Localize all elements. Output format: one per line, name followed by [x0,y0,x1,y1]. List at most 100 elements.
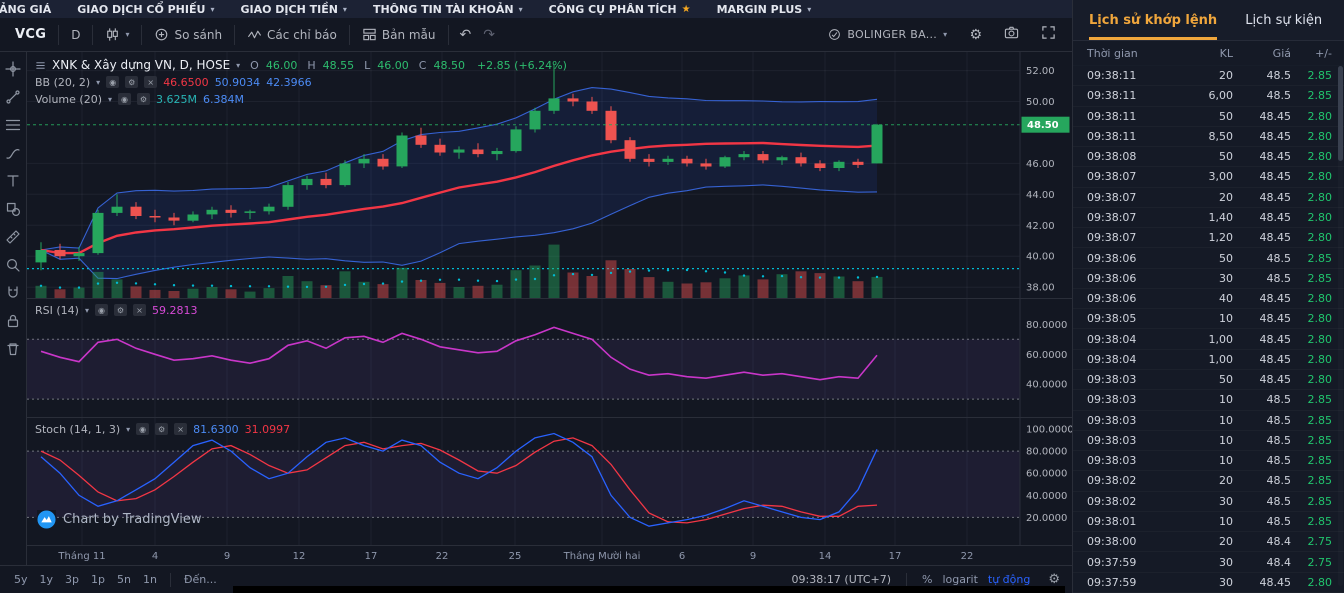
trade-price: 48.5 [1266,433,1292,447]
trade-change: 2.80 [1307,150,1333,164]
eye-icon[interactable]: ◉ [106,76,120,88]
chevron-down-icon[interactable]: ▾ [236,60,241,70]
eye-icon[interactable]: ◉ [94,304,108,316]
tool-magnet-icon[interactable] [2,282,24,304]
nav-item-label: ẢNG GIÁ [0,2,52,16]
time-axis[interactable]: Tháng 11 4 9 12 17 22 25 Tháng Mười hai 6 9 14 17 22 [27,545,1072,565]
tool-text-icon[interactable] [2,170,24,192]
rsi-label[interactable]: RSI (14) [35,303,79,317]
settings-icon[interactable]: ⚙ [137,93,151,105]
nav-item-4[interactable]: CÔNG CỤ PHÂN TÍCH ★ [536,0,704,18]
tool-lock-icon[interactable] [2,310,24,332]
symbol-menu-icon[interactable] [35,59,46,71]
chevron-down-icon[interactable]: ▾ [96,77,101,87]
compare-button[interactable]: So sánh [147,23,229,46]
settings-icon[interactable]: ⚙ [125,76,139,88]
percent-scale-button[interactable]: % [922,573,933,586]
tool-brush-icon[interactable] [2,142,24,164]
trade-volume: 20 [1219,474,1233,488]
chart-style-button[interactable]: ▾ [98,23,136,46]
trade-time: 09:37:59 [1087,575,1137,589]
chart-settings-button[interactable]: ⚙ [963,25,988,45]
scrollbar-thumb[interactable] [1338,66,1343,161]
bb-legend-row: BB (20, 2) ▾ ◉ ⚙ × 46.6500 50.9034 42.39… [35,74,567,90]
tool-ruler-icon[interactable] [2,226,24,248]
tab-events[interactable]: Lịch sự kiện [1245,12,1323,28]
trade-time: 09:38:06 [1087,292,1137,306]
trade-change: 2.80 [1307,292,1333,306]
settings-icon[interactable]: ⚙ [113,304,127,316]
range-button-3p[interactable]: 3p [59,571,85,588]
chevron-down-icon[interactable]: ▾ [108,94,113,104]
axis-settings-icon[interactable]: ⚙ [1048,572,1060,587]
volume-label[interactable]: Volume (20) [35,92,102,106]
trade-row: 09:38:07 1,20 48.45 2.80 [1073,228,1344,248]
tradingview-logo-icon [37,510,56,529]
nav-item-0[interactable]: ẢNG GIÁ [0,0,64,18]
tradingview-watermark[interactable]: Chart by TradingView [37,510,201,529]
price-axis-label: 46.00 [1026,159,1055,170]
price-pane[interactable]: 52.00 50.00 46.00 44.00 42.00 40.00 38.00 48.50 [27,52,1072,298]
nav-item-2[interactable]: GIAO DỊCH TIỀN ▾ [227,0,359,18]
time-axis-label: 4 [151,551,159,562]
log-scale-button[interactable]: logarit [942,573,978,586]
tool-crosshair-icon[interactable] [2,58,24,80]
panel-scrollbar[interactable] [1338,66,1343,586]
eye-icon[interactable]: ◉ [118,93,132,105]
tool-trend-line-icon[interactable] [2,86,24,108]
tool-fibonacci-icon[interactable] [2,114,24,136]
nav-item-3[interactable]: THÔNG TIN TÀI KHOẢN ▾ [360,0,536,18]
range-button-5y[interactable]: 5y [8,571,34,588]
trade-price: 48.5 [1266,514,1292,528]
change-value: +2.85 (+6.24%) [476,58,567,72]
close-icon[interactable]: × [174,423,188,435]
tab-trade-history[interactable]: Lịch sử khớp lệnh [1089,0,1218,40]
trade-time: 09:38:04 [1087,352,1137,366]
trade-price: 48.45 [1259,332,1292,346]
study-template-dropdown[interactable]: BOLINGER BA... ▾ [822,27,953,42]
nav-item-1[interactable]: GIAO DỊCH CỔ PHIẾU ▾ [64,0,227,18]
bb-label[interactable]: BB (20, 2) [35,75,91,89]
range-button-1n[interactable]: 1n [137,571,163,588]
trade-row: 09:38:11 6,00 48.5 2.85 [1073,86,1344,106]
symbol-button[interactable]: VCG [8,23,53,46]
stoch-pane[interactable]: 100.0000 80.0000 60.0000 40.0000 20.0000 [27,417,1072,545]
chevron-down-icon[interactable]: ▾ [84,305,89,315]
price-axis-label: 50.00 [1026,97,1055,108]
trade-volume: 10 [1219,433,1233,447]
interval-button[interactable]: D [64,24,87,46]
trade-volume: 50 [1219,251,1233,265]
stoch-label[interactable]: Stoch (14, 1, 3) [35,422,121,436]
indicators-button[interactable]: Các chỉ báo [240,23,344,46]
range-button-5n[interactable]: 5n [111,571,137,588]
close-icon[interactable]: × [144,76,158,88]
chart-toolbar: VCG D ▾ So sánh [0,18,1072,52]
range-button-1y[interactable]: 1y [34,571,60,588]
close-icon[interactable]: × [132,304,146,316]
rsi-pane[interactable]: 80.0000 60.0000 40.0000 [27,298,1072,417]
trade-price: 48.45 [1259,129,1292,143]
undo-button[interactable]: ↶ [454,25,478,45]
templates-button[interactable]: Bản mẫu [355,23,443,46]
range-button-1p[interactable]: 1p [85,571,111,588]
volume-ma-value: 6.384M [203,92,244,106]
settings-icon[interactable]: ⚙ [155,423,169,435]
fullscreen-button[interactable] [1035,23,1062,46]
auto-scale-button[interactable]: tự động [987,573,1031,586]
bottom-right-controls: 09:38:17 (UTC+7) % logarit tự động ⚙ [792,572,1060,587]
tool-shapes-icon[interactable] [2,198,24,220]
tool-zoom-icon[interactable] [2,254,24,276]
time-axis-label: 14 [818,551,832,562]
tool-trash-icon[interactable] [2,338,24,360]
chevron-down-icon[interactable]: ▾ [126,424,131,434]
trade-volume: 50 [1219,109,1233,123]
nav-item-5[interactable]: MARGIN PLUS ▾ [704,0,825,18]
redo-button[interactable]: ↷ [477,25,501,45]
goto-date-button[interactable]: Đến... [183,573,217,586]
clock-label[interactable]: 09:38:17 (UTC+7) [791,573,892,586]
trade-volume: 10 [1219,393,1233,407]
eye-icon[interactable]: ◉ [136,423,150,435]
chart-title[interactable]: XNK & Xây dựng VN, D, HOSE [52,58,231,72]
screenshot-button[interactable] [998,23,1025,46]
low-label: L [364,58,371,72]
